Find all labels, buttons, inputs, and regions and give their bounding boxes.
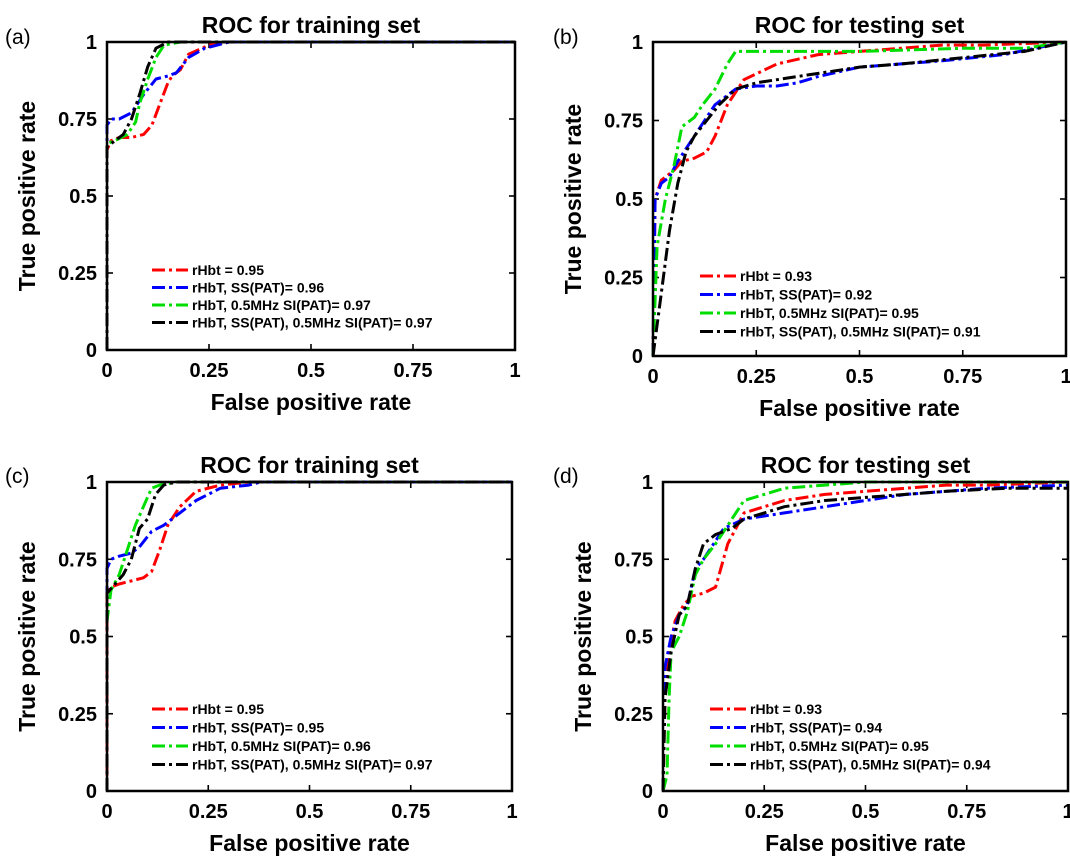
x-axis-label: False positive rate [211, 389, 412, 415]
roc-panel-2: (b) ROC for testing set False positive rat… [553, 12, 1070, 421]
roc-curve-series-4 [651, 40, 1067, 357]
y-tick-label: 1 [642, 472, 653, 494]
y-tick-label: 0.25 [58, 263, 97, 285]
y-axis-label: True positive rate [14, 541, 40, 731]
legend-entry: rHbT, 0.5MHz SI(PAT)= 0.95 [740, 305, 919, 321]
legend-entry: rHbT, 0.5MHz SI(PAT)= 0.96 [192, 738, 371, 754]
x-axis-label: False positive rate [209, 830, 410, 856]
x-tick-label: 0 [647, 366, 658, 388]
roc-curve-series-1 [661, 480, 1069, 792]
y-tick-label: 1 [86, 472, 97, 494]
x-tick-label: 1 [1060, 366, 1070, 388]
chart-title: ROC for training set [200, 452, 419, 478]
y-tick-label: 0 [86, 340, 97, 362]
roc-panel-3: (c) ROC for training set False positive ra… [5, 452, 518, 856]
roc-panel-1: (a) ROC for training set False positive ra… [5, 12, 521, 415]
y-tick-label: 0.25 [58, 704, 97, 726]
chart-title: ROC for testing set [761, 452, 971, 478]
roc-panel-4: (d) ROC for testing set False positive rat… [553, 452, 1070, 856]
legend-entry: rHbT, SS(PAT), 0.5MHz SI(PAT)= 0.91 [740, 324, 981, 340]
x-tick-label: 0.25 [189, 801, 228, 823]
x-tick-label: 0.25 [745, 801, 784, 823]
y-axis-label: True positive rate [560, 104, 586, 294]
y-tick-label: 0.75 [58, 109, 97, 131]
panel-label: (c) [5, 465, 30, 488]
y-tick-label: 0.75 [614, 549, 653, 571]
x-tick-label: 1 [506, 801, 517, 823]
panel-label: (d) [553, 465, 579, 488]
roc-curve-series-3 [105, 480, 512, 791]
x-tick-label: 0.75 [947, 801, 986, 823]
x-tick-label: 0.75 [391, 801, 430, 823]
chart-title: ROC for training set [202, 12, 421, 38]
x-tick-label: 1 [1062, 801, 1070, 823]
legend-entry: rHbT, SS(PAT), 0.5MHz SI(PAT)= 0.97 [192, 757, 433, 773]
plot-frame [105, 480, 514, 793]
legend-entry: rHbT, SS(PAT)= 0.92 [740, 287, 872, 303]
x-tick-label: 0 [657, 801, 668, 823]
panel-label: (a) [5, 26, 31, 49]
y-tick-label: 0.5 [625, 627, 653, 649]
roc-curve-series-2 [651, 40, 1067, 357]
plot-frame [105, 40, 517, 352]
roc-curve-series-2 [661, 483, 1069, 792]
y-tick-label: 0.75 [604, 111, 643, 133]
y-tick-label: 0.25 [604, 268, 643, 290]
chart-title: ROC for testing set [755, 12, 965, 38]
legend: rHbt = 0.93 rHbT, SS(PAT)= 0.92 rHbT, 0.5M… [700, 268, 981, 340]
y-tick-label: 0.5 [69, 627, 97, 649]
y-tick-label: 0.25 [614, 704, 653, 726]
x-tick-label: 1 [509, 360, 520, 382]
x-tick-label: 0.75 [394, 360, 433, 382]
plot-frame [661, 480, 1070, 793]
x-axis-label: False positive rate [765, 830, 966, 856]
legend-entry: rHbT, SS(PAT)= 0.94 [750, 720, 882, 736]
legend-entry: rHbT, 0.5MHz SI(PAT)= 0.97 [192, 297, 371, 313]
legend-entry: rHbt = 0.93 [750, 701, 822, 717]
roc-curve-series-4 [105, 480, 512, 791]
legend-entry: rHbT, SS(PAT), 0.5MHz SI(PAT)= 0.94 [750, 757, 991, 773]
plot-frame [651, 40, 1068, 358]
x-tick-label: 0.25 [737, 366, 776, 388]
roc-curve-series-3 [651, 40, 1067, 357]
legend-entry: rHbt = 0.93 [740, 268, 812, 284]
panel-label: (b) [553, 26, 579, 49]
x-tick-label: 0 [101, 360, 112, 382]
x-tick-label: 0.5 [297, 360, 325, 382]
x-tick-label: 0.5 [296, 801, 324, 823]
x-tick-label: 0.25 [190, 360, 229, 382]
x-tick-label: 0.5 [846, 366, 874, 388]
y-tick-label: 0.5 [615, 189, 643, 211]
y-tick-label: 1 [86, 32, 97, 54]
y-tick-label: 0.5 [69, 186, 97, 208]
legend-entry: rHbt = 0.95 [192, 262, 264, 278]
legend-entry: rHbT, SS(PAT)= 0.95 [192, 720, 324, 736]
legend: rHbt = 0.95 rHbT, SS(PAT)= 0.95 rHbT, 0.5M… [152, 701, 433, 773]
legend: rHbt = 0.93 rHbT, SS(PAT)= 0.94 rHbT, 0.5M… [710, 701, 991, 773]
x-axis-label: False positive rate [759, 395, 960, 421]
x-tick-label: 0 [101, 801, 112, 823]
roc-curve-series-2 [105, 480, 512, 791]
roc-curve-series-3 [105, 40, 515, 350]
y-tick-label: 0.75 [58, 549, 97, 571]
y-tick-label: 0 [86, 781, 97, 803]
y-tick-label: 1 [632, 32, 643, 54]
legend-entry: rHbt = 0.95 [192, 701, 264, 717]
y-tick-label: 0 [642, 781, 653, 803]
roc-curve-series-1 [105, 480, 512, 776]
y-tick-label: 0 [632, 346, 643, 368]
roc-curve-series-2 [105, 40, 515, 350]
legend-entry: rHbT, SS(PAT), 0.5MHz SI(PAT)= 0.97 [192, 315, 433, 331]
y-axis-label: True positive rate [570, 541, 596, 731]
x-tick-label: 0.75 [943, 366, 982, 388]
x-tick-label: 0.5 [852, 801, 880, 823]
y-axis-label: True positive rate [14, 101, 40, 291]
legend-entry: rHbT, SS(PAT)= 0.96 [192, 280, 324, 296]
legend-entry: rHbT, 0.5MHz SI(PAT)= 0.95 [750, 738, 929, 754]
